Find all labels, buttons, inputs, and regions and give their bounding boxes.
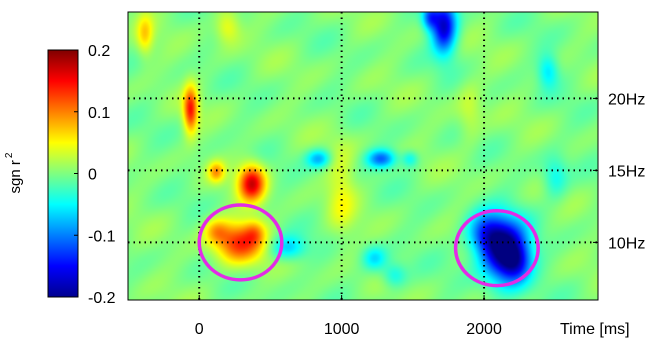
colorbar-gradient [47,49,79,298]
x-axis-label: Time [ms] [560,321,630,338]
heatmap-image [128,12,598,300]
colorbar-tick-label: -0.2 [88,290,116,307]
colorbar-tick-label: 0 [88,167,97,184]
annotation-ellipse [453,208,540,288]
x-tick-label: 2000 [466,321,502,338]
annotation-ellipse [197,203,284,282]
colorbar-label-superscript: 2 [4,152,15,158]
plot-frame [127,11,599,301]
plot-area: 0 1000 2000 10Hz 15Hz 20Hz Time [ms] [127,11,645,338]
colorbar-tick-label: 0.1 [88,105,110,122]
x-tick-label: 0 [195,321,204,338]
x-tick-label: 1000 [324,321,360,338]
colorbar-label-text: sgn r [7,160,24,193]
colorbar: 0.2 0.1 0 -0.1 -0.2 sgn r 2 [4,43,116,307]
colorbar-label: sgn r 2 [4,152,24,193]
y-tick-label: 10Hz [608,235,645,252]
y-tick-label: 15Hz [608,163,645,180]
colorbar-tick-label: -0.1 [88,228,116,245]
y-tick-label: 20Hz [608,91,645,108]
colorbar-tick-label: 0.2 [88,43,110,60]
